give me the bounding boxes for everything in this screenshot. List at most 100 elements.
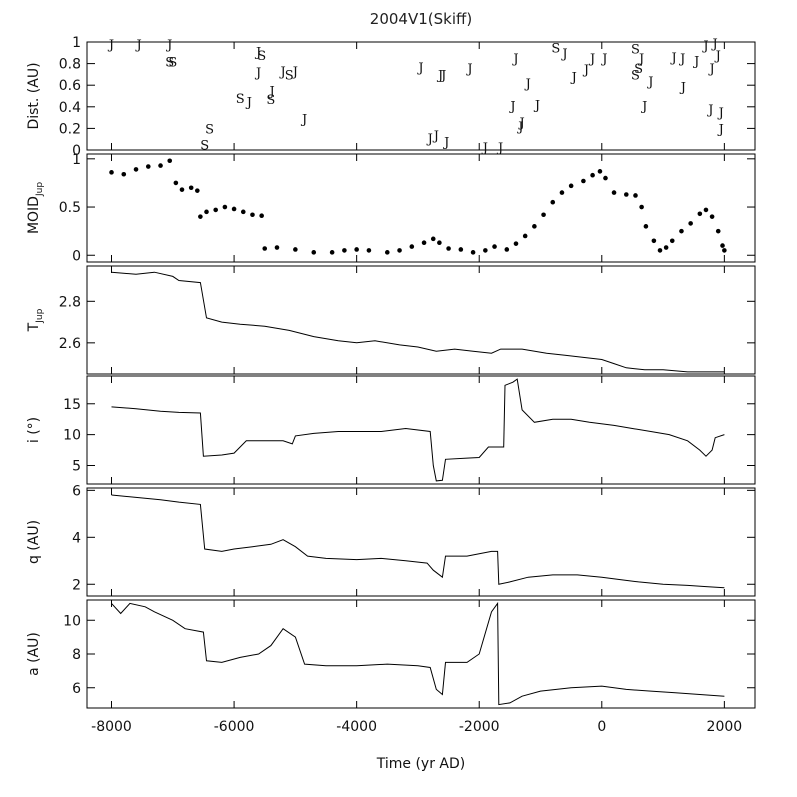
data-point — [669, 238, 675, 244]
encounter-jupiter: J — [533, 99, 540, 114]
data-point — [688, 221, 693, 226]
chart-title: 2004V1(Skiff) — [370, 10, 472, 28]
y-axis-label-incl: i (°) — [26, 417, 42, 443]
y-tick-label: 2.8 — [59, 294, 81, 310]
y-tick-label: 0.4 — [59, 100, 81, 116]
encounter-jupiter: J — [134, 38, 141, 53]
data-point — [446, 246, 451, 251]
encounter-jupiter: J — [518, 116, 525, 131]
encounter-jupiter: J — [524, 77, 531, 92]
data-point — [633, 193, 638, 198]
encounter-jupiter: J — [267, 85, 274, 100]
encounter-jupiter: J — [701, 39, 708, 54]
data-point — [437, 240, 442, 246]
data-point — [603, 175, 608, 181]
encounter-jupiter: J — [426, 132, 433, 147]
y-tick-label: 0.2 — [59, 121, 81, 137]
series-line-tjup — [111, 271, 725, 373]
data-point — [231, 206, 237, 212]
encounter-jupiter: J — [706, 103, 713, 118]
panel-a: 6 8 10 a (AU) — [26, 599, 756, 709]
data-point — [709, 214, 715, 219]
encounter-jupiter: J — [588, 52, 595, 67]
y-tick-label: 5 — [72, 458, 81, 474]
panel-moid: 0 0.5 1 MOIDJup — [26, 152, 756, 264]
data-point — [722, 248, 727, 253]
data-point — [274, 245, 280, 250]
encounter-jupiter: J — [582, 63, 589, 78]
y-tick-label: 0.8 — [59, 57, 81, 73]
data-point — [522, 233, 528, 239]
y-axis-label-subscript: Jup — [35, 182, 45, 197]
data-point — [657, 248, 663, 253]
encounter-jupiter: J — [711, 37, 718, 52]
y-axis-label-text: MOID — [26, 196, 42, 234]
data-point — [145, 164, 151, 169]
series-line-q — [111, 494, 725, 589]
x-tick-label: -4000 — [336, 719, 377, 735]
data-point — [198, 214, 203, 219]
y-tick-label: 6 — [72, 483, 81, 499]
panel-frame — [86, 265, 756, 375]
x-tick-label: 0 — [597, 719, 606, 735]
data-point — [311, 250, 317, 255]
data-point — [513, 241, 519, 246]
encounter-saturn: S — [168, 55, 177, 70]
data-point — [611, 190, 617, 195]
data-point — [639, 204, 644, 210]
encounter-jupiter: J — [717, 122, 724, 137]
encounter-jupiter: J — [481, 141, 488, 156]
encounter-jupiter: J — [679, 80, 686, 95]
encounter-jupiter: J — [692, 54, 699, 69]
data-point — [643, 224, 649, 229]
data-point — [532, 224, 537, 229]
y-tick-label: 10 — [63, 613, 81, 629]
data-point — [213, 207, 218, 213]
data-point — [581, 178, 586, 184]
encounter-saturn: S — [285, 68, 294, 83]
encounter-jupiter: J — [714, 49, 721, 64]
data-point — [458, 247, 464, 252]
y-axis-label-text: Dist. (AU) — [26, 62, 42, 129]
data-point — [541, 212, 546, 218]
encounter-saturn: S — [631, 42, 640, 57]
encounter-jupiter: J — [496, 141, 503, 156]
encounter-jupiter: J — [637, 52, 644, 67]
data-point — [354, 247, 359, 252]
y-axis-label-text: a (AU) — [26, 632, 42, 676]
encounter-saturn: S — [551, 41, 560, 56]
encounter-jupiter: J — [279, 65, 286, 80]
encounter-jupiter: J — [107, 38, 114, 53]
panel-frame — [86, 375, 756, 485]
encounter-saturn: S — [634, 62, 643, 77]
data-point — [222, 204, 228, 210]
panel-frame — [86, 153, 756, 263]
data-point — [179, 187, 185, 192]
data-point — [195, 188, 200, 193]
panel-tjup: 2.6 2.8 TJup — [26, 265, 756, 375]
y-tick-label: 8 — [72, 647, 81, 663]
y-tick-label: 4 — [72, 530, 81, 546]
data-point — [409, 244, 415, 249]
encounter-jupiter: J — [439, 68, 446, 83]
data-point — [568, 183, 574, 189]
x-axis: -8000 -6000 -4000 -2000 0 2000 — [91, 719, 742, 735]
panel-frame — [86, 41, 756, 151]
data-point — [590, 172, 595, 178]
encounter-saturn: S — [631, 68, 640, 83]
encounter-jupiter: J — [416, 61, 423, 76]
y-tick-label: 15 — [63, 397, 81, 413]
data-point — [483, 248, 488, 253]
data-point — [550, 199, 556, 205]
encounter-jupiter: J — [511, 52, 518, 67]
x-tick-label: -6000 — [214, 719, 255, 735]
y-axis-label-tjup: TJup — [26, 308, 45, 332]
encounter-jupiter: J — [442, 135, 449, 150]
y-tick-label: 0.5 — [59, 200, 81, 216]
series-line-incl — [111, 378, 725, 482]
y-tick-label: 10 — [63, 428, 81, 444]
encounter-jupiter: J — [254, 66, 261, 81]
